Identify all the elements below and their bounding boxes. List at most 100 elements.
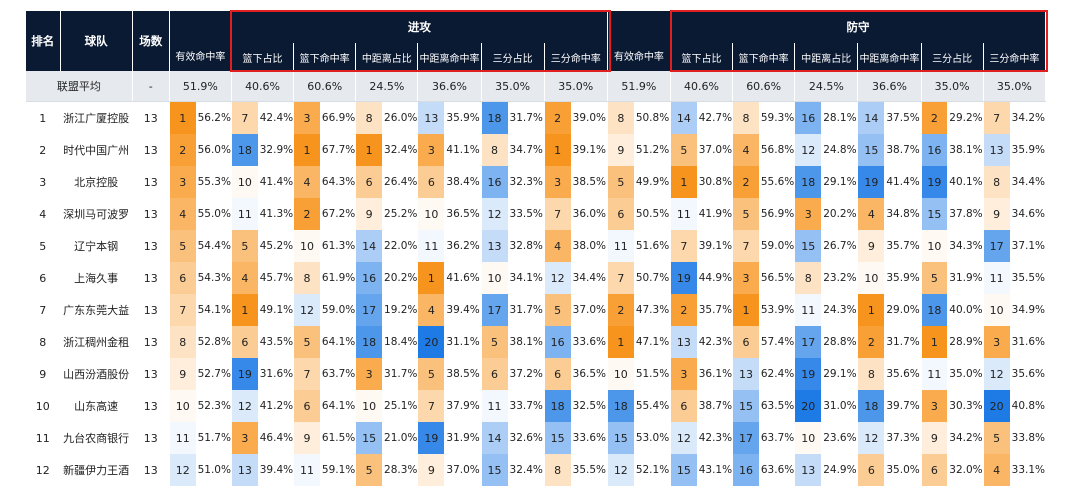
stat-percent: 38.0% [572, 240, 607, 252]
stat-percent: 40.0% [949, 304, 983, 316]
table-row[interactable]: 5 辽宁本钢 13 5 54.4% 5 45.2% 10 61.3% 14 22.0% 11 36.2%… [26, 230, 1047, 262]
stat-cell: 15 63.5% [732, 390, 796, 422]
stat-percent: 66.9% [321, 112, 356, 124]
stat-cell: 3 66.9% [293, 101, 357, 134]
stat-rank: 15 [670, 454, 697, 486]
stat-cell: 4 56.8% [732, 134, 796, 166]
table-row[interactable]: 12 新疆伊力王酒 13 12 51.0% 13 39.4% 11 59.1% 5 28.3% 9 37… [26, 454, 1047, 486]
stat-rank: 19 [795, 358, 822, 390]
stat-rank: 19 [858, 166, 885, 198]
stat-rank: 19 [418, 422, 445, 454]
stat-percent: 31.9% [949, 272, 983, 284]
stat-cell: 9 51.2% [607, 134, 671, 166]
stat-percent: 56.2% [197, 112, 231, 124]
stat-cell: 4 64.3% [293, 166, 357, 198]
stat-rank: 2 [607, 294, 634, 326]
stat-percent: 29.0% [886, 304, 920, 316]
header-offense-sub-1[interactable]: 篮下占比 [231, 43, 295, 71]
stat-rank: 15 [356, 422, 383, 454]
header-offense-sub-6[interactable]: 三分命中率 [544, 43, 608, 71]
games-cell: 13 [132, 101, 170, 134]
stat-cell: 20 40.8% [983, 390, 1047, 422]
table-row[interactable]: 4 深圳马可波罗 13 4 55.0% 11 41.3% 2 67.2% 9 25.2% 10 36.5… [26, 198, 1047, 230]
header-defense-sub-3[interactable]: 中距离占比 [794, 43, 859, 71]
stat-cell: 16 38.1% [921, 134, 984, 166]
table-row[interactable]: 8 浙江稠州金租 13 8 52.8% 6 43.5% 5 64.1% 18 18.4% 20 31.1… [26, 326, 1047, 358]
stat-cell: 18 40.0% [921, 294, 984, 326]
stat-percent: 61.9% [321, 272, 356, 284]
stat-rank: 12 [670, 422, 697, 454]
stat-percent: 38.1% [949, 144, 983, 156]
header-offense-sub-5[interactable]: 三分占比 [481, 43, 545, 71]
stat-percent: 53.0% [635, 432, 670, 444]
header-offense-sub-3[interactable]: 中距离占比 [355, 43, 419, 71]
stat-rank: 5 [921, 262, 948, 294]
stat-cell: 12 34.4% [544, 262, 608, 294]
table-row[interactable]: 6 上海久事 13 6 54.3% 4 45.7% 8 61.9% 16 20.2% 1 41.6% 10… [26, 262, 1047, 294]
stat-cell: 6 64.1% [293, 390, 357, 422]
stat-cell: 5 64.1% [293, 326, 357, 358]
stat-percent: 37.0% [446, 464, 480, 476]
table-row[interactable]: 3 北京控股 13 3 55.3% 10 41.4% 4 64.3% 6 26.4% 6 38.4% 16… [26, 166, 1047, 198]
header-defense-sub-5[interactable]: 三分占比 [921, 43, 984, 71]
stat-cell: 6 43.5% [231, 326, 295, 358]
stat-cell: 2 35.7% [670, 294, 734, 326]
stat-cell: 13 35.9% [417, 101, 482, 134]
stat-cell: 10 51.5% [607, 358, 671, 390]
header-team[interactable]: 球队 [60, 11, 133, 71]
stat-percent: 38.7% [698, 400, 733, 412]
header-offense-sub-2[interactable]: 篮下命中率 [293, 43, 357, 71]
table-row[interactable]: 1 浙江广厦控股 13 1 56.2% 7 42.4% 3 66.9% 8 26.0% 13 35.9%… [26, 101, 1047, 134]
header-offense-sub-4[interactable]: 中距离命中率 [417, 43, 482, 71]
team-name: 山西汾酒股份 [60, 358, 133, 390]
stat-cell: 19 44.9% [670, 262, 734, 294]
header-defense-sub-6[interactable]: 三分命中率 [983, 43, 1047, 71]
stat-rank: 5 [356, 454, 383, 486]
rank-cell: 10 [26, 390, 61, 422]
stat-cell: 8 23.2% [794, 262, 859, 294]
stat-percent: 30.3% [949, 400, 983, 412]
header-off-efg[interactable]: 有效命中率 [169, 11, 232, 71]
stat-cell: 10 52.3% [169, 390, 232, 422]
header-def-efg[interactable]: 有效命中率 [607, 11, 671, 71]
stat-percent: 36.5% [572, 368, 607, 380]
stat-cell: 1 47.1% [607, 326, 671, 358]
stat-rank: 11 [231, 198, 258, 230]
table-row[interactable]: 10 山东高速 13 10 52.3% 12 41.2% 6 64.1% 10 25.1% 7 37.9… [26, 390, 1047, 422]
stat-percent: 31.7% [886, 336, 920, 348]
stat-cell: 19 40.1% [921, 166, 984, 198]
header-games[interactable]: 场数 [132, 11, 170, 71]
stat-percent: 22.0% [384, 240, 418, 252]
header-defense-sub-4[interactable]: 中距离命中率 [857, 43, 922, 71]
stat-rank: 5 [607, 166, 634, 198]
table-row[interactable]: 11 九台农商银行 13 11 51.7% 3 46.4% 9 61.5% 15 21.0% 19 31… [26, 422, 1047, 454]
stat-percent: 29.1% [823, 176, 857, 188]
stat-rank: 14 [481, 422, 508, 454]
table-row[interactable]: 2 时代中国广州 13 2 56.0% 18 32.9% 1 67.7% 1 32.4% 3 41.1%… [26, 134, 1047, 166]
stat-percent: 59.0% [760, 240, 795, 252]
stat-rank: 5 [544, 294, 571, 326]
stat-percent: 19.2% [384, 304, 418, 316]
stat-percent: 49.1% [259, 304, 294, 316]
stat-rank: 19 [231, 358, 258, 390]
header-defense-sub-1[interactable]: 篮下占比 [670, 43, 734, 71]
stat-cell: 6 50.5% [607, 198, 671, 230]
table-row[interactable]: 9 山西汾酒股份 13 9 52.7% 19 31.6% 7 63.7% 3 31.7% 5 38.5%… [26, 358, 1047, 390]
stat-percent: 38.5% [572, 176, 607, 188]
stat-percent: 37.3% [886, 432, 920, 444]
stat-rank: 2 [294, 198, 320, 230]
stat-cell: 8 61.9% [293, 262, 357, 294]
stat-rank: 12 [169, 454, 196, 486]
stat-cell: 12 35.6% [983, 358, 1047, 390]
stat-percent: 63.7% [321, 368, 356, 380]
header-defense-sub-2[interactable]: 篮下命中率 [732, 43, 796, 71]
stat-rank: 10 [294, 230, 320, 262]
team-name: 新疆伊力王酒 [60, 454, 133, 486]
stat-cell: 4 38.0% [544, 230, 608, 262]
stat-rank: 7 [733, 230, 759, 262]
stat-rank: 7 [670, 230, 697, 262]
stat-cell: 15 38.7% [857, 134, 922, 166]
header-rank[interactable]: 排名 [26, 11, 61, 71]
table-row[interactable]: 7 广东东莞大益 13 7 54.1% 1 49.1% 12 59.0% 17 19.2% 4 39.4… [26, 294, 1047, 326]
